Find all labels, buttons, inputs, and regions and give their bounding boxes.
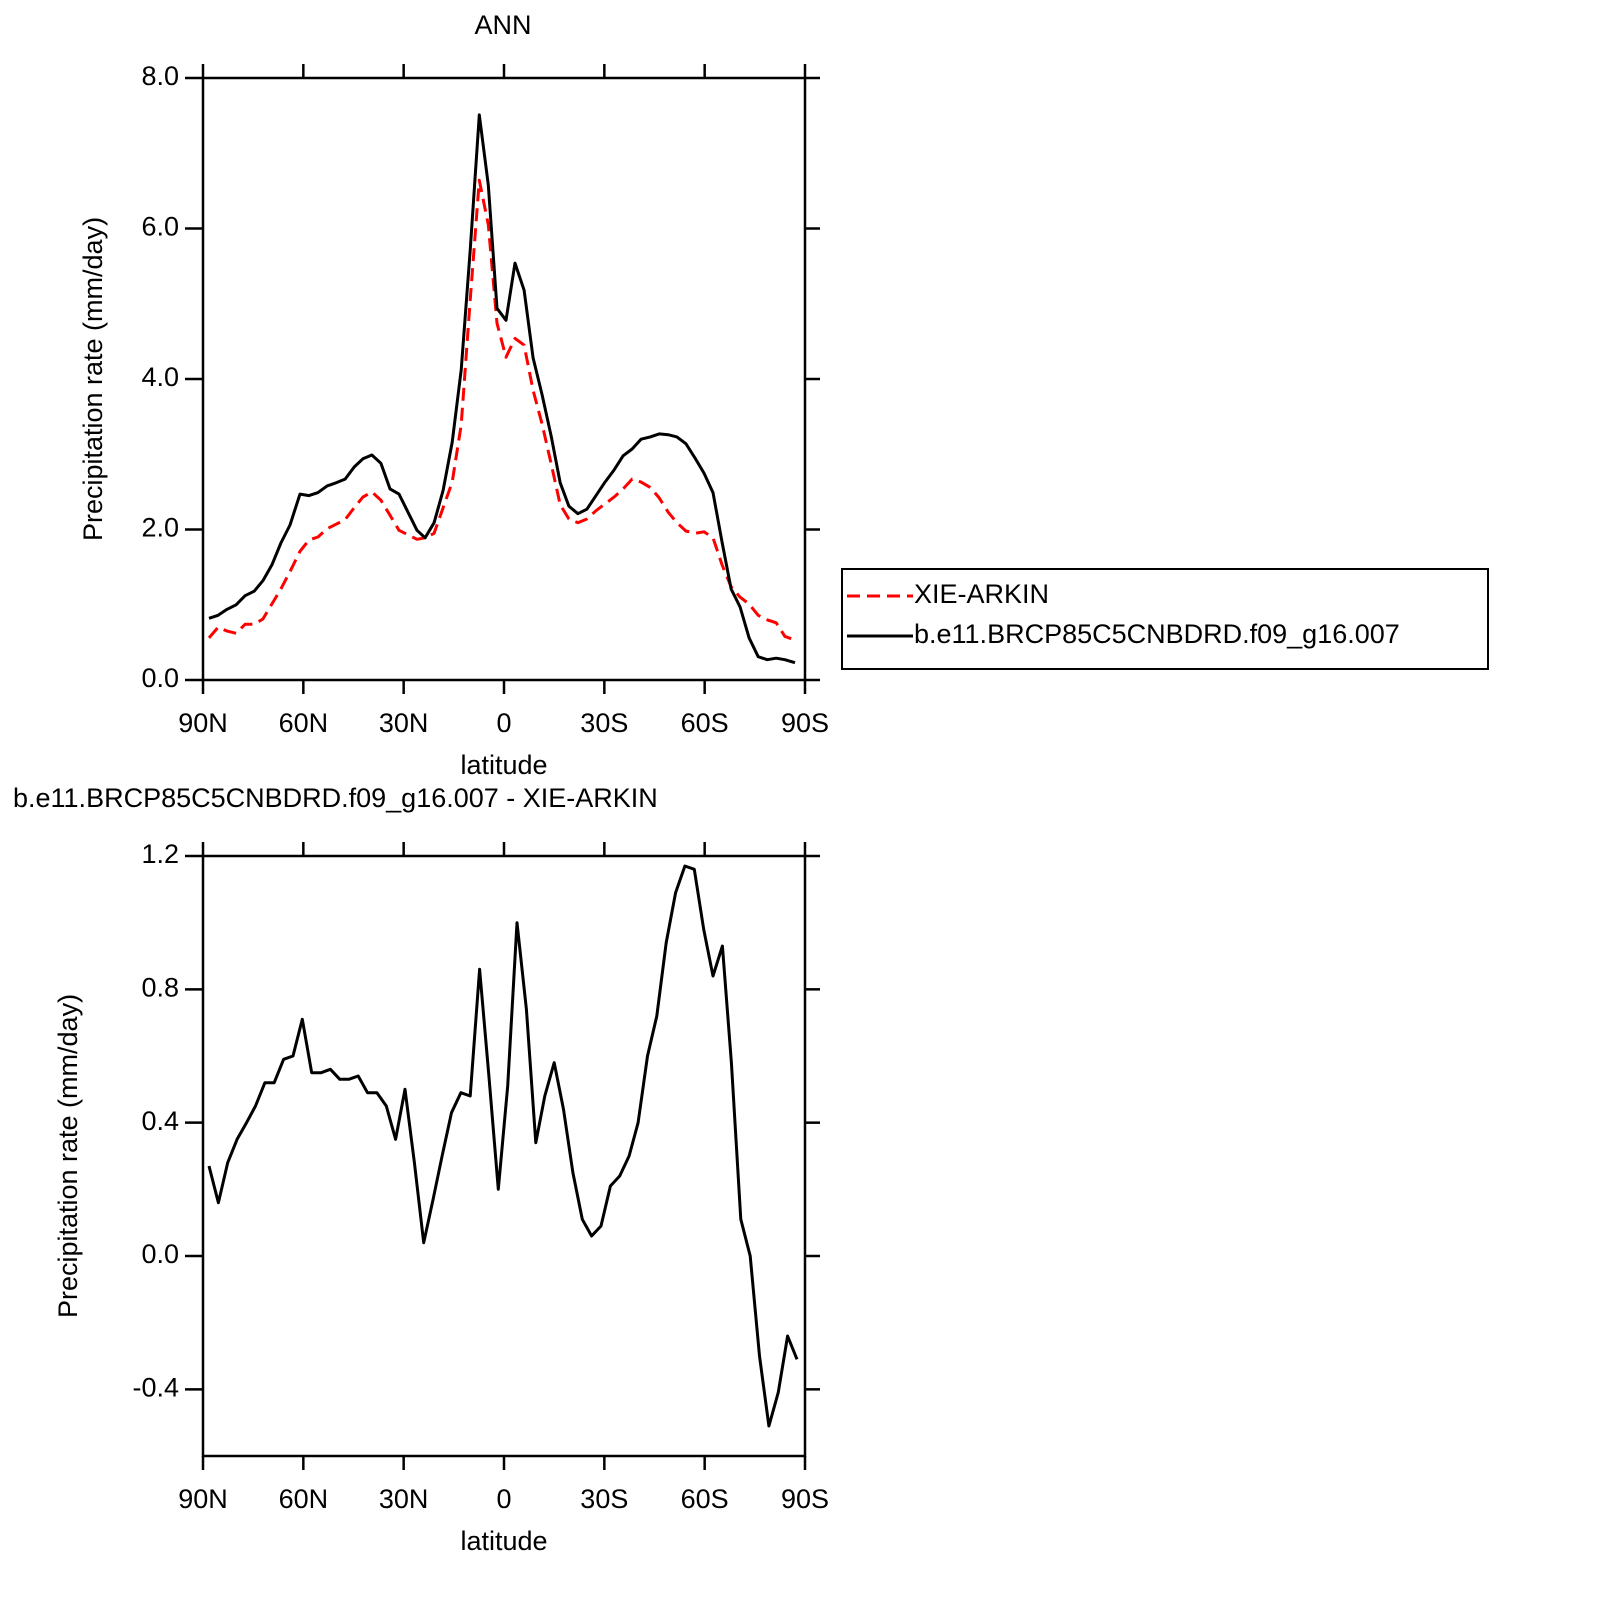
y-tick-label: 0.8 bbox=[141, 972, 179, 1002]
y-tick-label: 6.0 bbox=[141, 212, 179, 242]
panel: ANN 0.0 2.0 4.0 6.0 8.0 90N 60N 30N 0 30S 60S 90S lat… bbox=[78, 10, 1489, 780]
chart-title: ANN bbox=[474, 10, 531, 40]
plot-frame bbox=[201, 76, 807, 682]
legend-box bbox=[841, 568, 1489, 670]
y-axis-label: Precipitation rate (mm/day) bbox=[53, 994, 83, 1318]
data-line bbox=[208, 113, 796, 665]
x-tick-label: 60N bbox=[279, 708, 329, 738]
x-tick-label: 30S bbox=[580, 708, 628, 738]
plot-frame bbox=[201, 854, 807, 1458]
y-tick-label: 4.0 bbox=[141, 362, 179, 392]
x-tick-label: 30N bbox=[379, 1484, 429, 1514]
x-tick-label: 30N bbox=[379, 708, 429, 738]
legend-label: b.e11.BRCP85C5CNBDRD.f09_g16.007 bbox=[914, 619, 1400, 649]
data-line bbox=[207, 864, 799, 1428]
legend-label: XIE-ARKIN bbox=[914, 579, 1049, 609]
y-tick-label: 0.4 bbox=[141, 1106, 179, 1136]
panel: b.e11.BRCP85C5CNBDRD.f09_g16.007 - XIE-A… bbox=[13, 783, 829, 1556]
y-tick-label: 8.0 bbox=[141, 61, 179, 91]
x-axis-label: latitude bbox=[460, 1526, 547, 1556]
y-tick-label: 2.0 bbox=[141, 513, 179, 543]
y-tick-label: -0.4 bbox=[132, 1372, 179, 1402]
chart-title: b.e11.BRCP85C5CNBDRD.f09_g16.007 - XIE-A… bbox=[13, 783, 658, 813]
x-tick-label: 90N bbox=[178, 1484, 228, 1514]
x-tick-label: 60S bbox=[681, 708, 729, 738]
y-tick-label: 0.0 bbox=[141, 1239, 179, 1269]
x-tick-label: 90S bbox=[781, 1484, 829, 1514]
y-tick-label: 0.0 bbox=[141, 663, 179, 693]
x-tick-label: 0 bbox=[496, 708, 511, 738]
x-tick-label: 90S bbox=[781, 708, 829, 738]
x-tick-label: 60N bbox=[279, 1484, 329, 1514]
x-tick-label: 30S bbox=[580, 1484, 628, 1514]
y-axis-label: Precipitation rate (mm/day) bbox=[78, 217, 108, 541]
x-tick-label: 0 bbox=[496, 1484, 511, 1514]
data-line bbox=[207, 178, 796, 642]
x-tick-label: 60S bbox=[681, 1484, 729, 1514]
x-tick-label: 90N bbox=[178, 708, 228, 738]
y-tick-label: 1.2 bbox=[141, 839, 179, 869]
x-axis-label: latitude bbox=[460, 750, 547, 780]
